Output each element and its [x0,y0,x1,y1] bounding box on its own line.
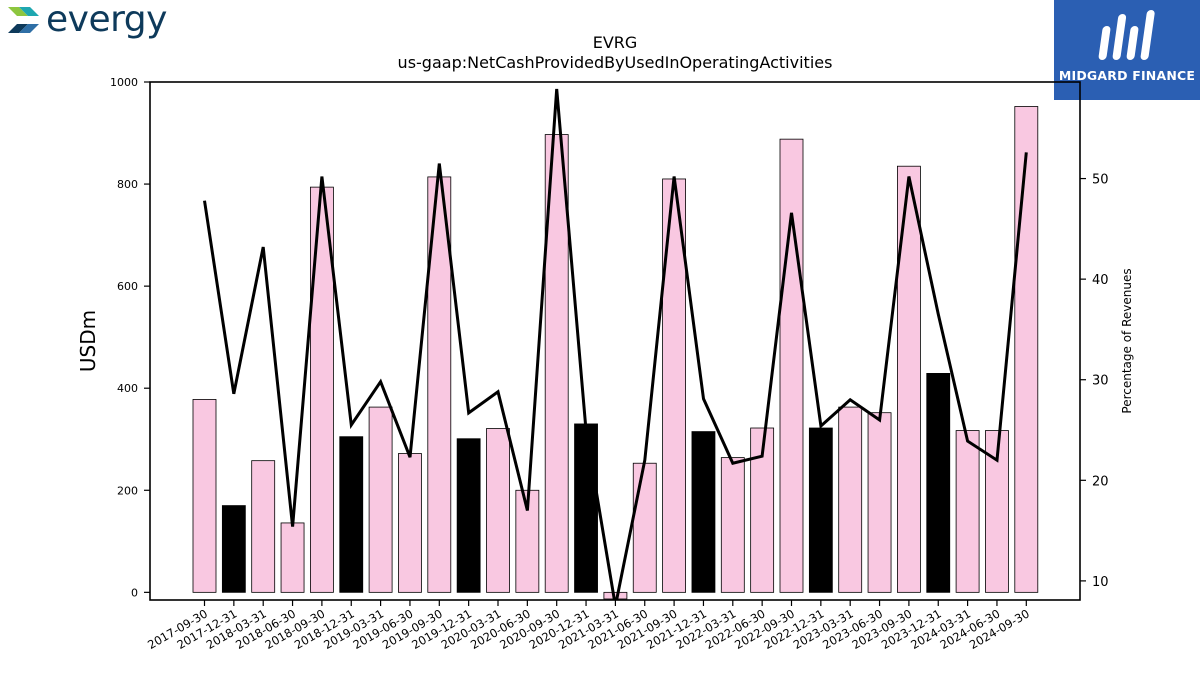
y-tick-label: 1000 [110,76,138,89]
y2-tick-label: 20 [1092,474,1109,489]
y2-tick-label: 10 [1092,575,1109,590]
bar-2019-12-31 [456,438,481,593]
midgard-finance-logo: MIDGARD FINANCE [1054,0,1200,100]
y-axis-label: USDm [76,310,100,372]
bar-2021-12-31 [691,431,716,593]
bar-2021-06-30 [632,462,657,593]
bar-2020-12-31 [574,423,598,593]
midgard-wordmark: MIDGARD FINANCE [1058,68,1196,83]
bar-2019-03-31 [368,406,393,593]
bar-2024-09-30 [1014,106,1039,593]
bar-2018-12-31 [339,436,364,593]
evergy-chevron-icon [8,7,39,33]
bar-2017-12-31 [221,505,246,593]
bar-2023-12-31 [926,373,951,593]
line-series [203,88,1028,600]
y-tick-label: 600 [117,280,138,293]
bar-2022-03-31 [720,457,745,593]
y2-tick-label: 40 [1092,273,1109,288]
bar-2024-06-30 [985,430,1009,593]
chart-subtitle: us-gaap:NetCashProvidedByUsedInOperating… [398,53,833,72]
midgard-monogram-icon [1098,10,1155,60]
y-tick-label: 0 [131,586,138,599]
bar-2022-06-30 [750,427,775,593]
bar-2020-03-31 [486,428,510,593]
evergy-logo: evergy [6,2,167,38]
bar-2018-03-31 [251,460,276,593]
bar-2019-06-30 [398,453,422,593]
bar-2018-06-30 [280,522,305,593]
y-tick-label: 400 [117,382,138,395]
evergy-wordmark: evergy [46,0,167,40]
percentage-of-revenues-line [203,88,1028,600]
y-tick-label: 200 [117,484,138,497]
y2-tick-label: 50 [1092,173,1109,188]
y2-axis-label: Percentage of Revenues [1120,268,1134,413]
bar-2024-03-31 [955,430,980,593]
bar-2017-09-30 [192,399,217,593]
bar-2022-09-30 [779,138,804,593]
y2-tick-label: 30 [1092,374,1109,389]
bar-2022-12-31 [808,427,833,593]
y-tick-label: 800 [117,178,138,191]
bar-2023-09-30 [897,165,921,593]
bar-2023-06-30 [867,412,892,593]
bar-series [192,106,1039,600]
chart-title: EVRG [593,33,638,52]
bar-2020-09-30 [544,134,569,593]
bar-2023-03-31 [838,406,863,593]
